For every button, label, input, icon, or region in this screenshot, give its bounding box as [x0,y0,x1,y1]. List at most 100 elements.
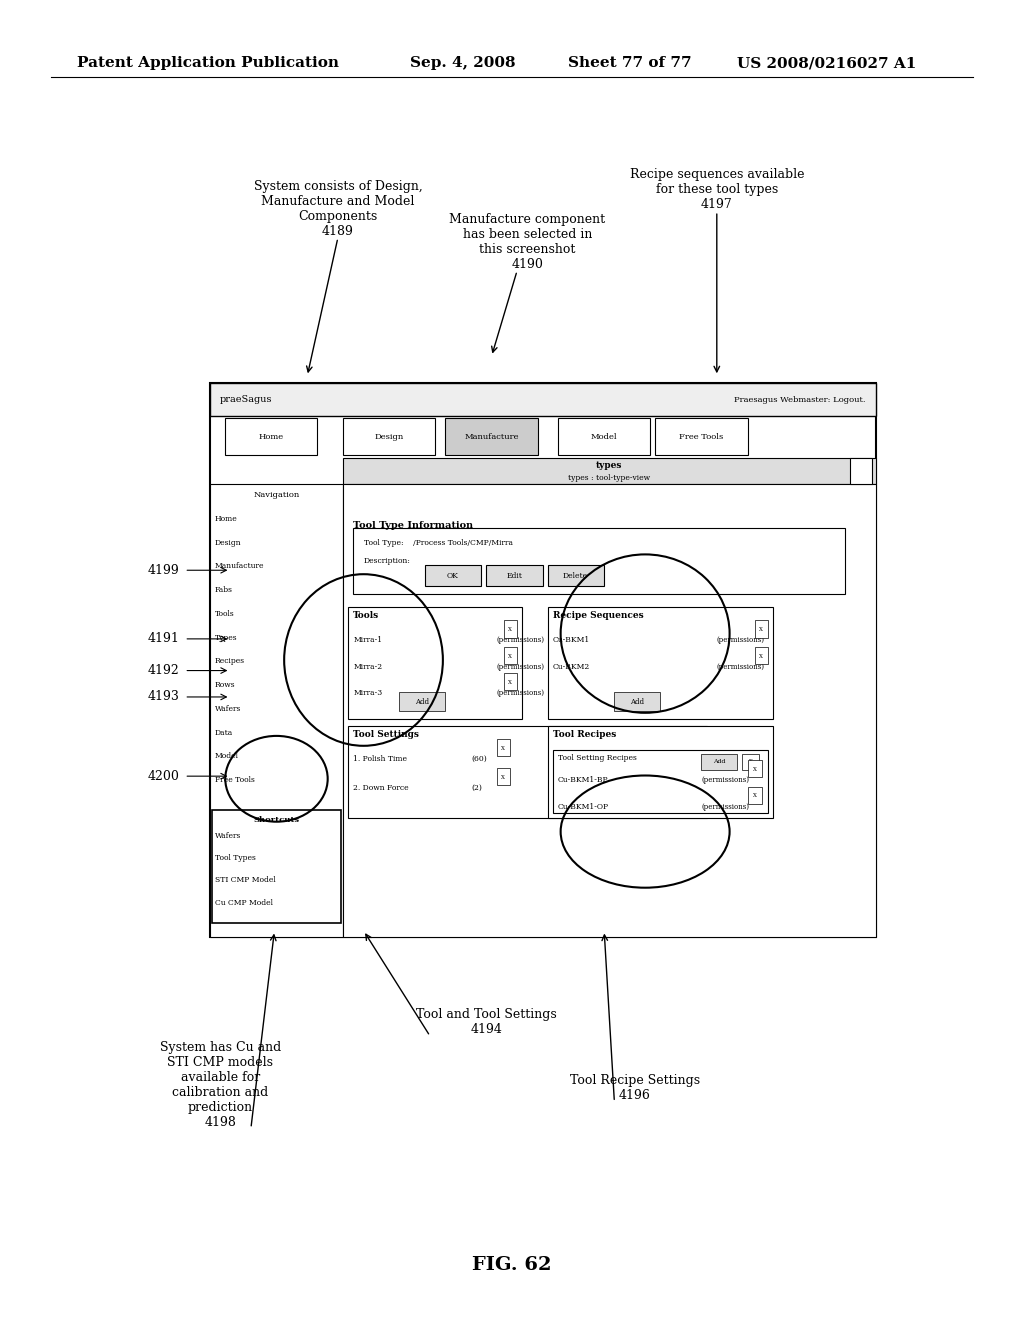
FancyBboxPatch shape [353,528,845,594]
Text: Tool and Tool Settings
4194: Tool and Tool Settings 4194 [416,1008,557,1036]
Text: Tool Settings: Tool Settings [353,730,419,739]
Text: Patent Application Publication: Patent Application Publication [77,57,339,70]
Text: (permissions): (permissions) [717,663,765,671]
FancyBboxPatch shape [548,607,773,719]
FancyBboxPatch shape [504,673,517,690]
Text: Recipes: Recipes [215,657,245,665]
FancyBboxPatch shape [655,418,748,455]
Text: Design: Design [215,539,242,546]
Text: Sep. 4, 2008: Sep. 4, 2008 [410,57,515,70]
FancyBboxPatch shape [701,754,737,770]
Text: System consists of Design,
Manufacture and Model
Components
4189: System consists of Design, Manufacture a… [254,180,422,238]
Text: Data: Data [215,729,233,737]
FancyBboxPatch shape [210,383,876,937]
Text: Add: Add [713,759,725,764]
Text: Tool Setting Recipes: Tool Setting Recipes [558,754,637,762]
Text: X: X [749,759,753,764]
Text: Description:: Description: [364,557,411,565]
Text: (2): (2) [471,784,482,792]
Text: Praesagus Webmaster: Logout.: Praesagus Webmaster: Logout. [734,396,865,404]
Text: X: X [759,653,763,659]
Text: (60): (60) [471,755,486,763]
Text: 4193: 4193 [147,690,179,704]
Text: types : tool-type-view: types : tool-type-view [568,474,650,482]
FancyBboxPatch shape [553,750,768,813]
Text: Cu CMP Model: Cu CMP Model [215,899,273,907]
FancyBboxPatch shape [742,754,759,770]
Text: Delete: Delete [563,572,588,579]
Text: 1. Polish Time: 1. Polish Time [353,755,408,763]
Text: Manufacture: Manufacture [464,433,519,441]
FancyBboxPatch shape [348,726,707,818]
Text: Cu-BKM1-BP: Cu-BKM1-BP [558,776,608,784]
FancyBboxPatch shape [504,647,517,664]
FancyBboxPatch shape [425,565,481,586]
Text: X: X [501,775,505,780]
Text: Rows: Rows [215,681,236,689]
Text: OK: OK [446,572,459,579]
Text: Free Tools: Free Tools [215,776,255,784]
Text: System has Cu and
STI CMP models
available for
calibration and
prediction
4198: System has Cu and STI CMP models availab… [160,1040,281,1129]
Text: Fabs: Fabs [215,586,233,594]
FancyBboxPatch shape [850,458,872,484]
Text: Tool Types: Tool Types [215,854,256,862]
Text: Cu-BKM1-OP: Cu-BKM1-OP [558,803,609,810]
Text: Free Tools: Free Tools [679,433,724,441]
Text: Home: Home [215,515,238,523]
Text: (permissions): (permissions) [497,663,545,671]
Text: Tools: Tools [215,610,234,618]
Text: X: X [508,653,512,659]
Text: Types: Types [215,634,238,642]
FancyBboxPatch shape [755,647,768,664]
Text: Manufacture: Manufacture [215,562,264,570]
FancyBboxPatch shape [212,810,341,923]
Text: (permissions): (permissions) [497,636,545,644]
FancyBboxPatch shape [558,418,650,455]
FancyBboxPatch shape [748,760,762,777]
Text: Wafers: Wafers [215,832,242,840]
FancyBboxPatch shape [548,726,773,818]
Text: (permissions): (permissions) [497,689,545,697]
Text: Add: Add [630,698,644,706]
FancyBboxPatch shape [210,383,876,416]
Text: praeSagus: praeSagus [220,396,272,404]
Text: Sheet 77 of 77: Sheet 77 of 77 [568,57,692,70]
Text: X: X [508,627,512,632]
FancyBboxPatch shape [399,692,445,711]
Text: Navigation: Navigation [253,491,300,499]
Text: X: X [753,767,757,772]
FancyBboxPatch shape [614,692,660,711]
FancyBboxPatch shape [348,607,522,719]
FancyBboxPatch shape [445,418,538,455]
Text: Home: Home [259,433,284,441]
FancyBboxPatch shape [343,418,435,455]
FancyBboxPatch shape [343,484,876,937]
Text: (permissions): (permissions) [701,803,750,810]
Text: Model: Model [215,752,239,760]
Text: US 2008/0216027 A1: US 2008/0216027 A1 [737,57,916,70]
Text: types: types [596,462,623,470]
Text: Tool Type:    /Process Tools/CMP/Mirra: Tool Type: /Process Tools/CMP/Mirra [364,539,513,546]
Text: Mirra-3: Mirra-3 [353,689,383,697]
Text: Mirra-1: Mirra-1 [353,636,382,644]
Text: 4191: 4191 [147,632,179,645]
Text: Manufacture component
has been selected in
this screenshot
4190: Manufacture component has been selected … [450,213,605,271]
Text: (permissions): (permissions) [701,776,750,784]
Text: X: X [508,680,512,685]
FancyBboxPatch shape [486,565,543,586]
FancyBboxPatch shape [748,787,762,804]
Text: Cu-BKM1: Cu-BKM1 [553,636,590,644]
Text: Recipe Sequences: Recipe Sequences [553,611,644,620]
Text: X: X [753,793,757,799]
FancyBboxPatch shape [497,739,510,756]
Text: Model: Model [591,433,617,441]
Text: Add: Add [415,698,429,706]
FancyBboxPatch shape [755,620,768,638]
Text: Recipe sequences available
for these tool types
4197: Recipe sequences available for these too… [630,168,804,211]
Text: Edit: Edit [506,572,522,579]
Text: 4192: 4192 [147,664,179,677]
Text: Mirra-2: Mirra-2 [353,663,382,671]
FancyBboxPatch shape [548,565,604,586]
Text: STI CMP Model: STI CMP Model [215,876,275,884]
Text: Tool Recipe Settings
4196: Tool Recipe Settings 4196 [569,1074,700,1102]
